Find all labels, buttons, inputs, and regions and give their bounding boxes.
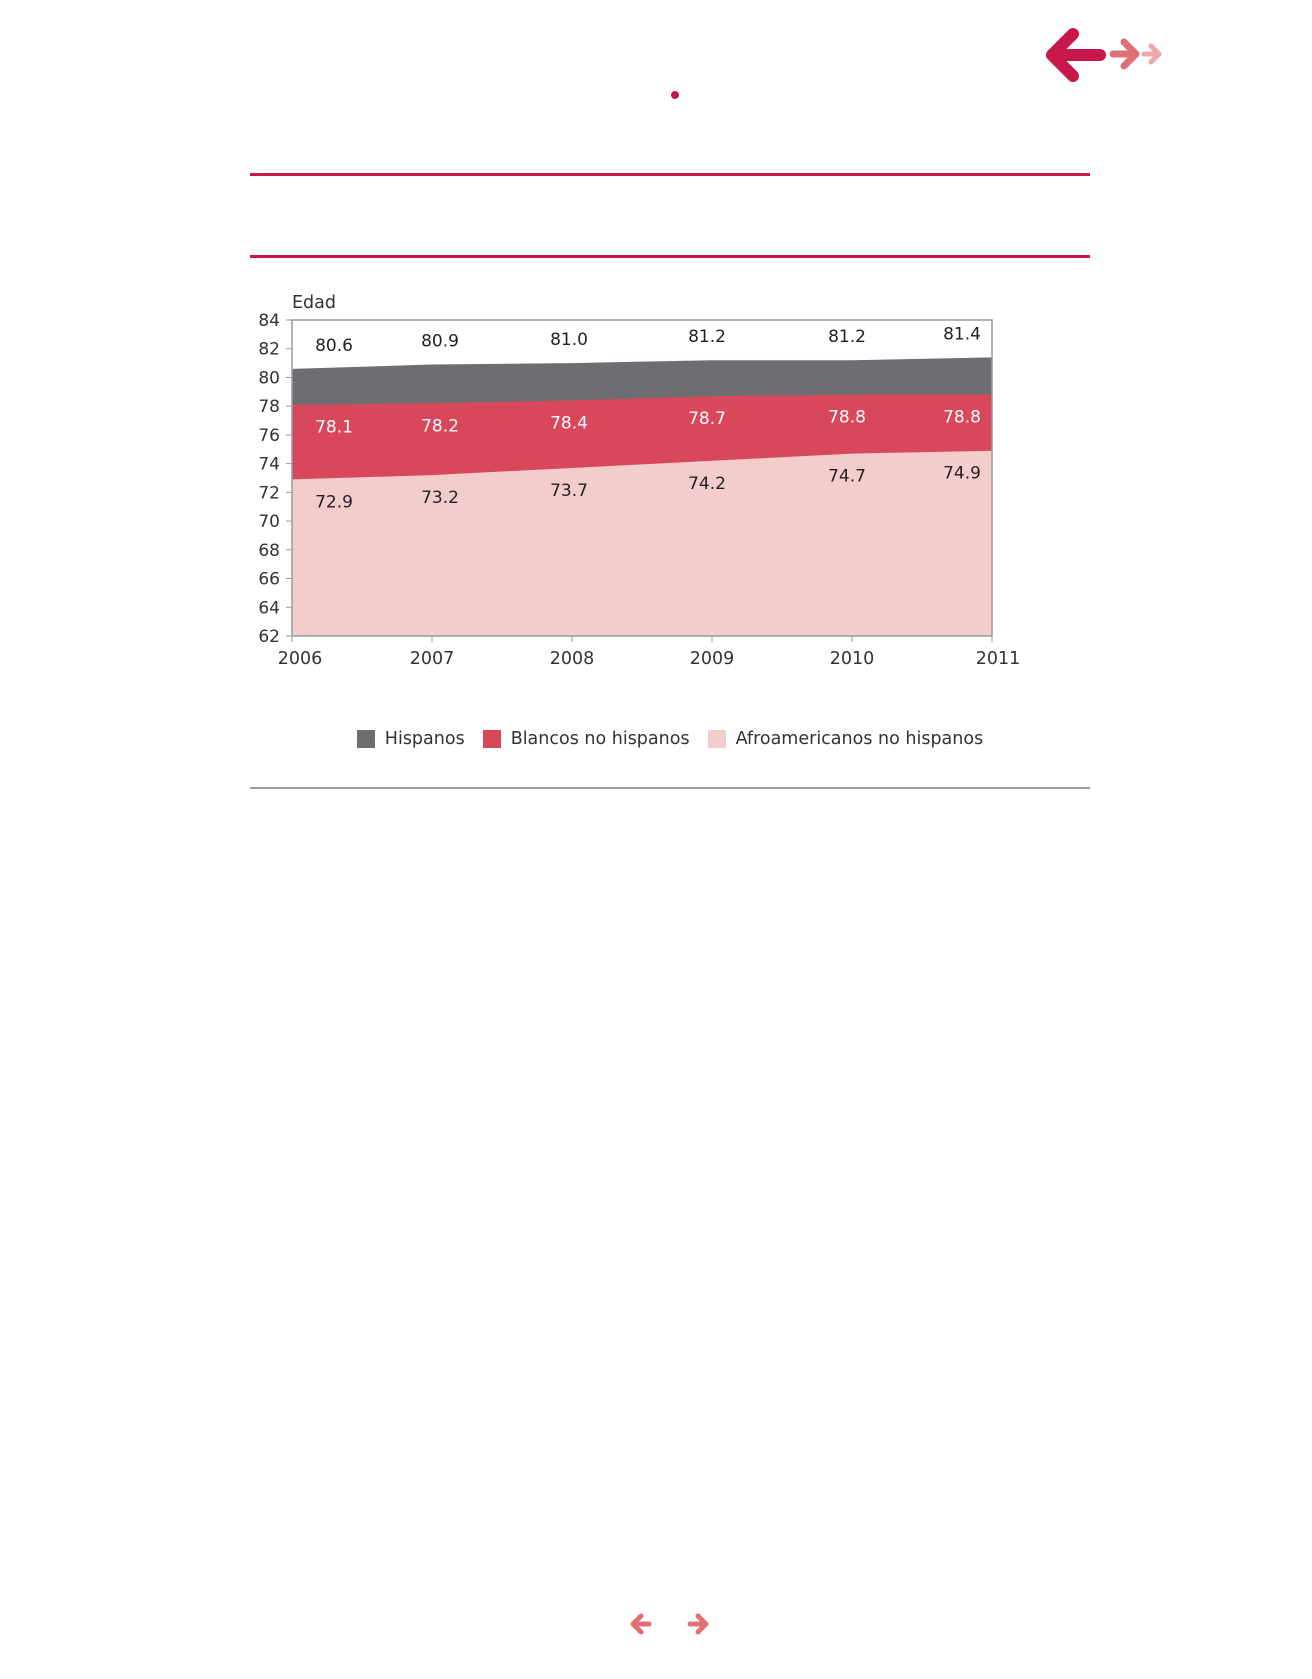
arrow-right-small-icon[interactable] [1141,43,1162,65]
data-label: 73.2 [421,488,459,508]
y-tick-label: 70 [258,512,280,532]
arrow-right-icon[interactable] [1109,38,1140,70]
legend-swatch [482,730,501,748]
data-label: 78.7 [688,409,726,429]
y-tick-label: 66 [258,570,280,590]
x-tick-label: 2009 [690,649,735,669]
legend-swatch [356,730,375,748]
chart-bottom-rule [250,787,1090,789]
bottom-navigation [628,1607,718,1641]
arrow-left-icon[interactable] [1046,28,1106,82]
y-tick-label: 82 [258,340,280,360]
data-label: 78.1 [315,418,353,438]
data-label: 78.2 [421,416,459,436]
data-labels: 80.6 80.9 81.0 81.2 81.2 81.4 78.1 78.2 78.4 78.7… [315,324,981,512]
title-rule-top [250,173,1090,176]
data-label: 74.2 [688,474,726,494]
x-tick-label: 2010 [830,649,875,669]
y-tick-label: 84 [258,311,280,331]
chart-legend: Hispanos Blancos no hispanos Afroamericano… [240,726,1100,752]
chart-axes: 62 64 66 68 70 72 74 76 78 80 82 84 2006 2007 2008 2009… [258,311,1020,669]
y-tick-label: 62 [258,627,280,647]
data-label: 78.8 [943,408,981,428]
y-tick-label: 64 [258,598,280,618]
top-nav-arrows [1046,28,1162,82]
x-tick-label: 2006 [278,649,323,669]
data-label: 72.9 [315,492,353,512]
data-label: 81.0 [550,330,588,350]
data-label: 74.9 [943,464,981,484]
series-areas [292,357,992,636]
legend-swatch [707,730,726,748]
x-tick-label: 2007 [410,649,455,669]
legend-item-afroamericanos-no-hispanos: Afroamericanos no hispanos [707,729,984,749]
data-label: 73.7 [550,481,588,501]
title-rule-bottom [250,255,1090,258]
x-tick-label: 2008 [550,649,595,669]
top-navigation [1040,22,1170,88]
y-tick-label: 74 [258,455,280,475]
legend-label: Afroamericanos no hispanos [735,729,984,749]
y-tick-label: 68 [258,541,280,561]
data-label: 81.4 [943,324,981,344]
arrow-left-icon[interactable] [630,1613,652,1635]
data-label: 81.2 [828,327,866,347]
data-label: 80.6 [315,336,353,356]
y-tick-label: 80 [258,368,280,388]
header-dot [671,91,679,99]
data-label: 81.2 [688,327,726,347]
area-chart-svg: Edad 62 64 66 68 70 72 74 76 78 80 82 84 2006 2007 200… [258,293,1020,669]
arrow-right-icon[interactable] [687,1613,709,1635]
y-tick-label: 76 [258,426,280,446]
data-label: 78.8 [828,408,866,428]
data-label: 80.9 [421,332,459,352]
life-expectancy-chart: Edad 62 64 66 68 70 72 74 76 78 80 82 84 2006 2007 200… [240,280,1100,780]
x-tick-label: 2011 [976,649,1021,669]
data-label: 78.4 [550,413,588,433]
bottom-nav-arrows [630,1613,709,1635]
data-label: 74.7 [828,467,866,487]
legend-item-blancos-no-hispanos: Blancos no hispanos [482,729,690,749]
area-afroamericanos-no-hispanos [292,450,992,636]
plot-frame [291,319,993,637]
y-tick-label: 72 [258,483,280,503]
y-tick-label: 78 [258,397,280,417]
y-axis-label: Edad [292,293,336,313]
legend-label: Hispanos [384,729,465,749]
legend-item-hispanos: Hispanos [356,729,465,749]
legend-label: Blancos no hispanos [510,729,690,749]
